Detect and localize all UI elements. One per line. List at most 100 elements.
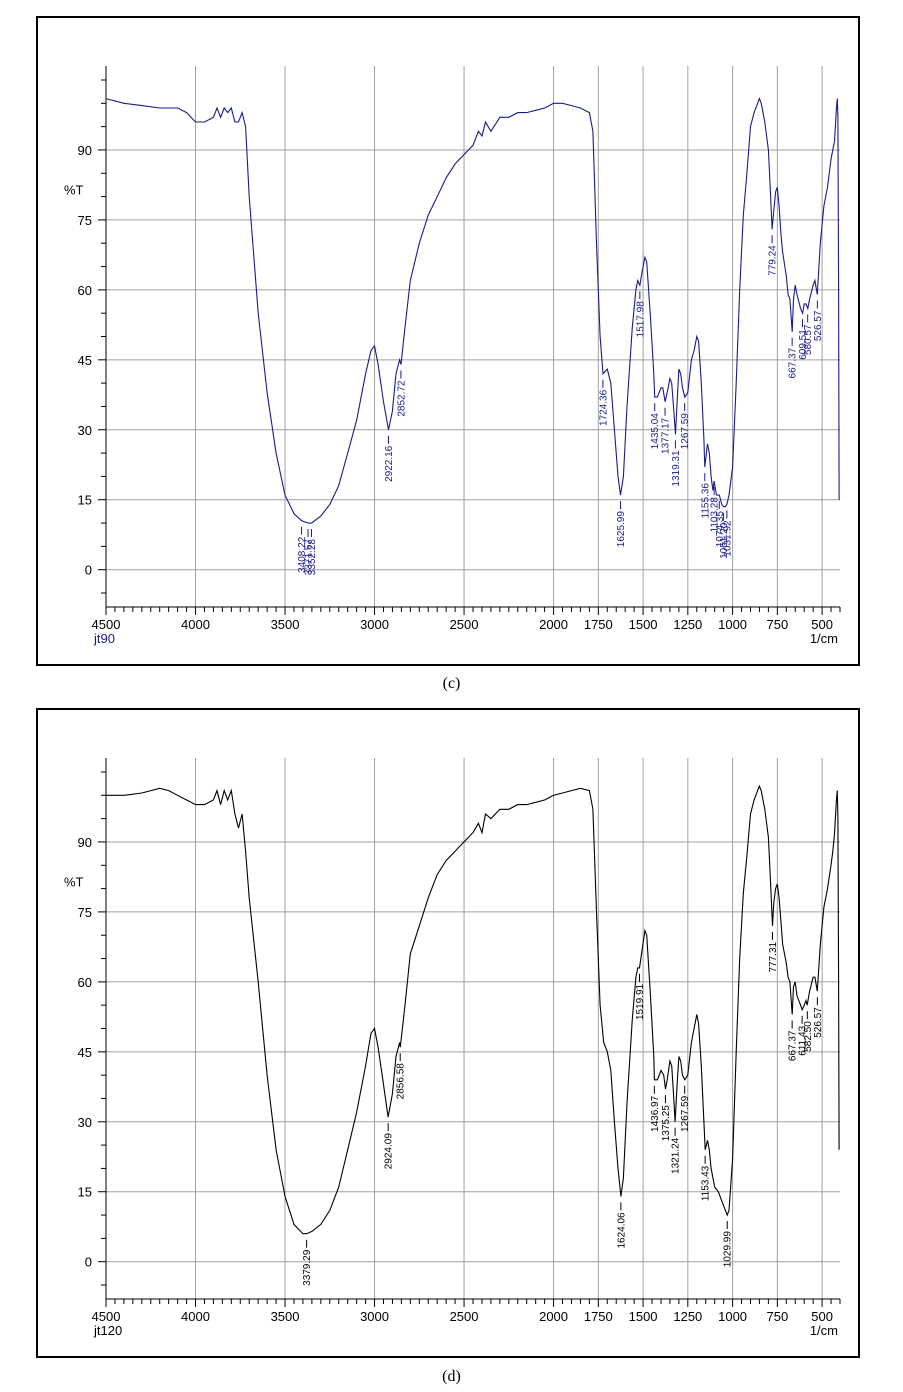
x-tick-label: 4500	[92, 617, 121, 632]
spectrum-line	[105, 97, 840, 524]
x-tick-label: 1750	[584, 617, 613, 632]
peak-annotation: 526.57	[813, 997, 824, 1038]
peak-label: 1319.31	[671, 450, 682, 487]
x-tick-label: 1000	[718, 1309, 747, 1324]
peak-label: 1625.99	[616, 511, 627, 548]
peak-label: 526.57	[813, 310, 824, 341]
peak-label: 1267.59	[680, 1095, 691, 1132]
peak-label: 580.57	[803, 324, 814, 355]
peak-label: 3352.28	[307, 539, 318, 576]
peak-label: 1267.59	[680, 413, 691, 450]
x-tick-label: 2000	[539, 1309, 568, 1324]
peak-annotation: 1519.91	[635, 973, 646, 1020]
y-tick-label: 90	[78, 143, 92, 158]
ir-spectrum-chart: 4500 4000 3500 3000 2500 2000 1750 1500 1250 1000…	[64, 66, 841, 646]
peak-annotation: 1267.59	[680, 1085, 691, 1132]
x-tick-label: 750	[766, 617, 788, 632]
ir-spectrum-chart: 4500 4000 3500 3000 2500 2000 1750 1500 1250 1000…	[64, 758, 841, 1338]
peak-label: 611.43	[798, 1025, 809, 1055]
peak-annotation: 1103.28	[710, 487, 721, 532]
peak-annotation: 2922.16	[384, 435, 395, 482]
peak-label: 1436.97	[650, 1095, 661, 1132]
x-unit-label: 1/cm	[810, 631, 838, 646]
peak-label: 1724.36	[598, 389, 609, 426]
sample-label: jt90	[93, 631, 115, 646]
x-unit-label: 1/cm	[810, 1323, 838, 1338]
peak-annotation: 2856.58	[396, 1053, 407, 1099]
peak-label: 3379.29	[302, 1249, 313, 1286]
x-tick-label: 2500	[450, 1309, 479, 1324]
peak-annotation: 1155.36	[700, 473, 711, 518]
ir-spectrum-panel-c: 4500 4000 3500 3000 2500 2000 1750 1500 1250 1000…	[36, 16, 860, 692]
peak-label: 1435.04	[650, 413, 661, 450]
peak-annotation: 1377.17	[661, 407, 672, 454]
peak-annotation: 2852.72	[396, 370, 407, 417]
peak-annotation: 1375.25	[661, 1095, 672, 1141]
peak-annotation: 580.57	[803, 314, 814, 355]
peak-annotation: 2924.09	[384, 1123, 395, 1169]
y-tick-label: 15	[78, 1185, 92, 1200]
peak-label: 1155.36	[700, 483, 711, 519]
panel-caption: (c)	[442, 675, 461, 692]
peak-label: 609.51	[798, 329, 809, 360]
peak-annotation: 3408.22	[297, 526, 308, 573]
peak-annotation: 3371.57	[304, 529, 315, 575]
peak-label: 777.31	[768, 941, 779, 972]
x-tick-label: 1000	[718, 617, 747, 632]
peak-annotation: 1267.59	[680, 403, 691, 449]
x-tick-label: 1500	[629, 617, 658, 632]
peak-annotation: 1435.04	[650, 403, 661, 449]
y-tick-label: 45	[78, 353, 92, 368]
peak-label: 1377.17	[661, 417, 672, 454]
y-axis-label: %T	[64, 875, 84, 890]
y-tick-label: 0	[85, 1255, 92, 1270]
peak-annotation: 1074.35	[715, 501, 726, 547]
spectrum-line	[106, 784, 840, 1235]
x-tick-label: 500	[811, 1309, 833, 1324]
peak-annotation: 667.37	[788, 337, 799, 378]
peak-label: 1519.91	[635, 983, 646, 1020]
peak-label: 2852.72	[396, 380, 407, 417]
peak-label: 582.50	[803, 1021, 814, 1052]
y-tick-label: 60	[78, 283, 92, 298]
y-tick-label: 60	[78, 975, 92, 990]
peak-label: 2856.58	[396, 1063, 407, 1100]
peak-label: 1624.06	[616, 1212, 627, 1249]
peak-label: 3371.57	[304, 539, 315, 576]
peak-annotation: 1517.98	[635, 291, 646, 337]
peak-annotation: 777.31	[768, 931, 779, 972]
peak-label: 779.24	[768, 245, 779, 276]
grid	[106, 66, 840, 607]
peak-annotation: 582.50	[803, 1011, 814, 1052]
chart-frame	[36, 16, 860, 666]
x-tick-label: 3500	[271, 1309, 300, 1324]
y-tick-label: 90	[78, 835, 92, 850]
x-tick-label: 1750	[584, 1309, 613, 1324]
y-axis-label: %T	[64, 183, 84, 198]
y-tick-label: 30	[78, 423, 92, 438]
peak-label: 1051.20	[719, 522, 730, 559]
x-tick-label: 500	[811, 617, 833, 632]
peak-label: 1029.99	[723, 1231, 734, 1268]
x-tick-label: 1500	[629, 1309, 658, 1324]
y-tick-label: 0	[85, 563, 92, 578]
peak-label: 1375.25	[661, 1105, 672, 1142]
y-tick-label: 15	[78, 493, 92, 508]
peak-label: 1153.43	[701, 1165, 712, 1201]
peak-annotation: 3379.29	[302, 1239, 313, 1286]
peak-annotation: 1436.97	[650, 1085, 661, 1132]
chart-frame	[36, 708, 860, 1358]
peak-annotation: 3352.28	[307, 529, 318, 575]
peak-annotation: 1153.43	[701, 1155, 712, 1201]
panel-caption: (d)	[442, 1368, 461, 1385]
x-tick-label: 3000	[360, 617, 389, 632]
peak-label: 3408.22	[297, 536, 308, 573]
x-tick-label: 2500	[450, 617, 479, 632]
y-tick-label: 30	[78, 1115, 92, 1130]
peak-label: 1517.98	[635, 301, 646, 338]
peak-label: 667.37	[788, 1030, 799, 1061]
peak-label: 1074.35	[715, 511, 726, 548]
x-tick-label: 750	[766, 1309, 788, 1324]
ir-spectrum-panel-d: 4500 4000 3500 3000 2500 2000 1750 1500 1250 1000…	[0, 696, 903, 1392]
peak-annotation: 1031.92	[722, 510, 733, 557]
